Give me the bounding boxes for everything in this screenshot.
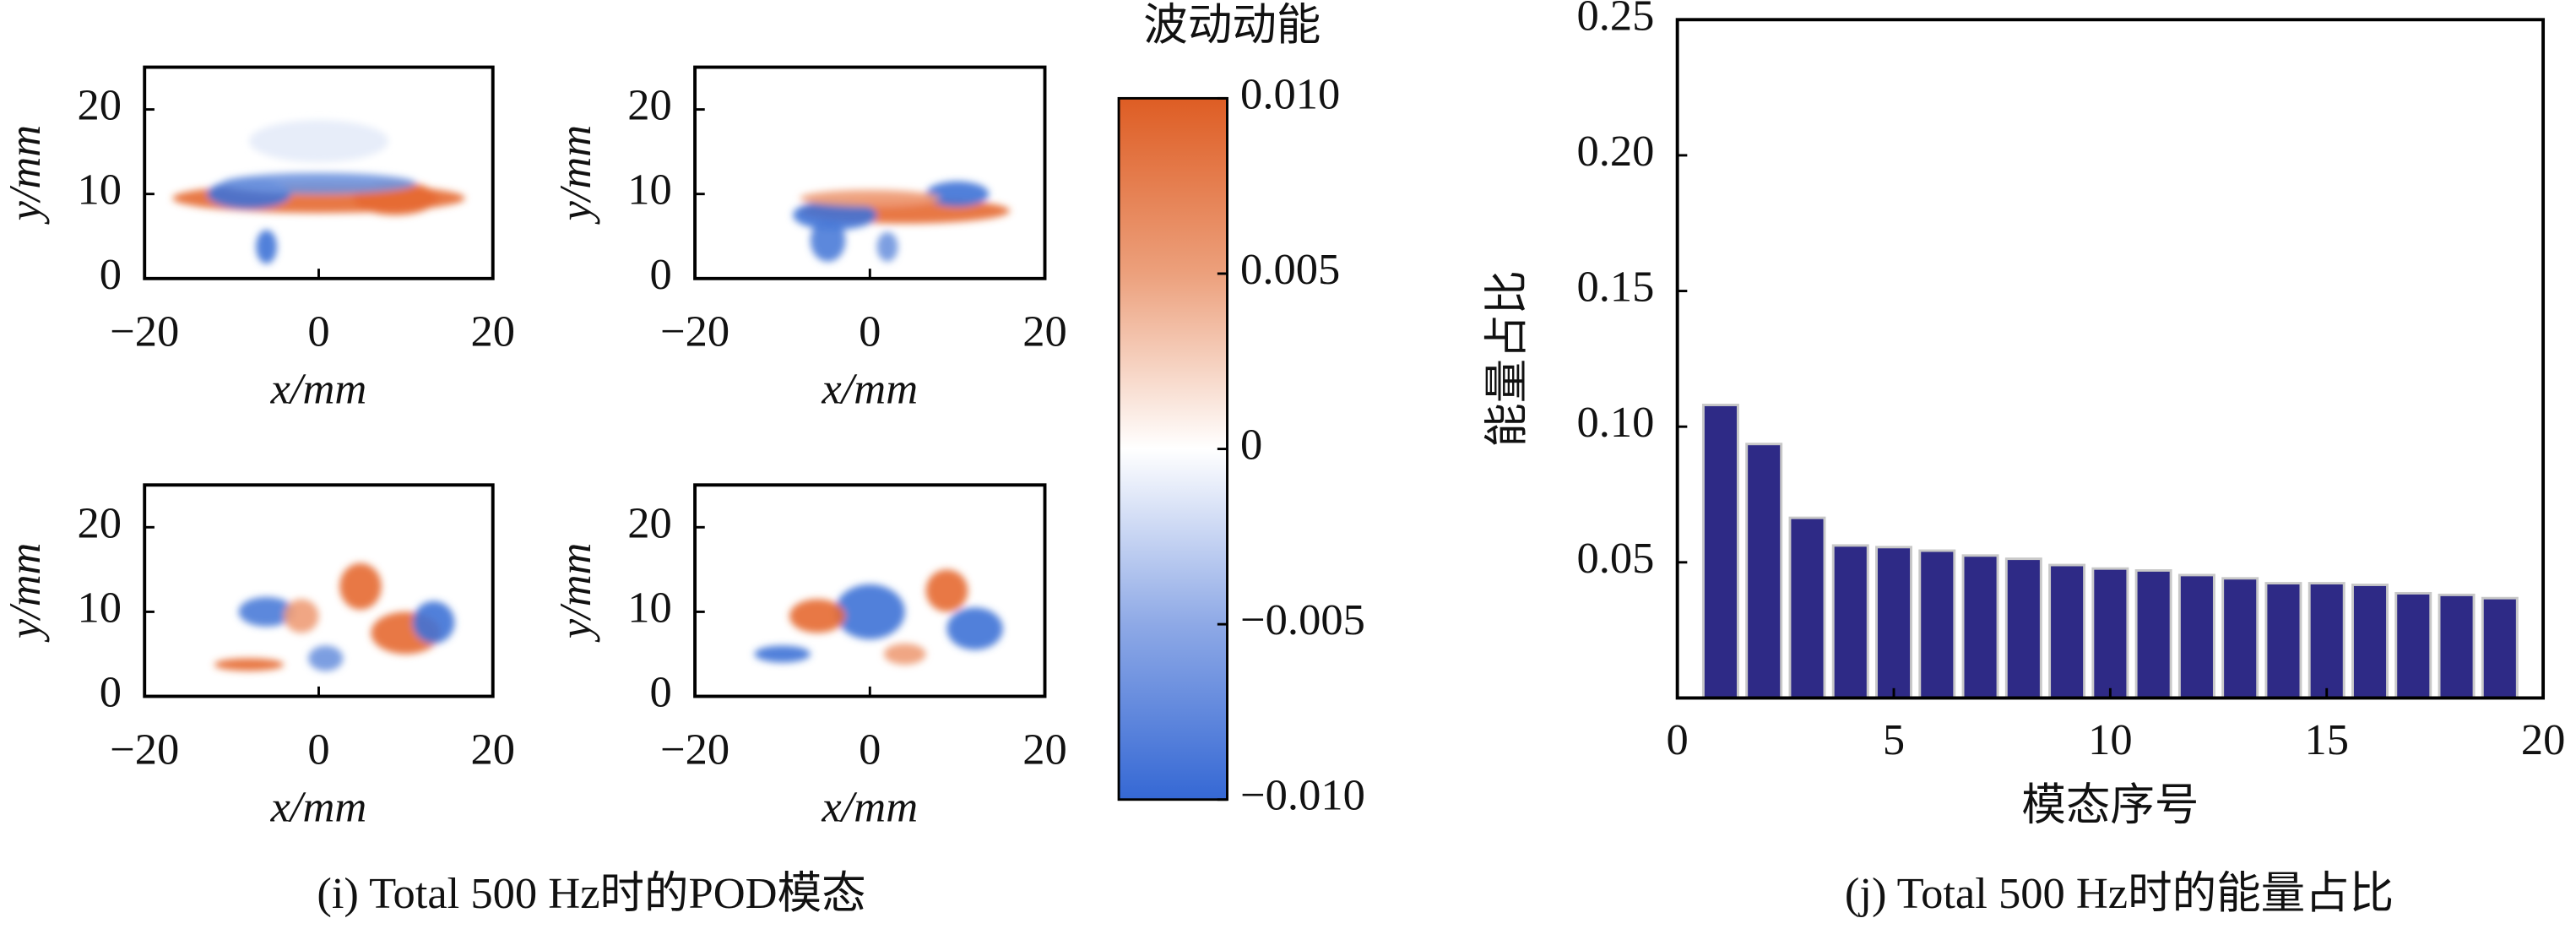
bar bbox=[2177, 573, 2215, 699]
bar bbox=[1745, 443, 1783, 699]
mode-field bbox=[793, 181, 1011, 262]
bar bbox=[1701, 404, 1739, 699]
bar bbox=[2308, 582, 2346, 699]
mode-blob bbox=[284, 599, 319, 633]
colorbar-tick-label: 0 bbox=[1240, 421, 1262, 470]
bar bbox=[2351, 584, 2389, 699]
mode-field bbox=[172, 120, 465, 264]
y-tick-label: 10 bbox=[77, 583, 122, 632]
mode-blob bbox=[800, 189, 941, 207]
mode-blob bbox=[883, 643, 926, 665]
x-tick-label: 0 bbox=[307, 725, 329, 774]
mode-blob bbox=[946, 607, 1003, 650]
y-tick-label: 10 bbox=[627, 166, 672, 215]
x-axis-label: x/mm bbox=[270, 782, 367, 831]
bar bbox=[2091, 567, 2129, 699]
y-tick-label: 0.05 bbox=[1577, 534, 1655, 583]
mode-blob bbox=[789, 599, 846, 633]
y-tick-label: 0.25 bbox=[1577, 0, 1655, 40]
y-axis-label: 能量占比 bbox=[1483, 270, 1532, 447]
bar bbox=[1831, 544, 1869, 699]
y-axis-label: y/mm bbox=[551, 543, 600, 643]
mode-blob bbox=[238, 596, 295, 627]
x-tick-label: 20 bbox=[470, 307, 515, 356]
colorbar-tick-label: 0.005 bbox=[1240, 245, 1340, 294]
x-axis-label: x/mm bbox=[270, 365, 367, 414]
bar bbox=[2134, 569, 2172, 699]
y-tick-label: 0 bbox=[100, 250, 122, 299]
x-tick-label: 10 bbox=[2088, 715, 2133, 764]
y-tick-label: 10 bbox=[627, 583, 672, 632]
mode-blob bbox=[793, 200, 877, 231]
y-tick-label: 20 bbox=[627, 498, 672, 547]
mode-blob bbox=[754, 645, 811, 663]
y-tick-label: 0.20 bbox=[1577, 127, 1655, 176]
x-tick-label: 0 bbox=[859, 307, 881, 356]
mode-blob bbox=[308, 645, 344, 671]
y-tick-label: 20 bbox=[77, 498, 122, 547]
caption: (j) Total 500 Hz时的能量占比 bbox=[1845, 869, 2394, 918]
y-tick-label: 20 bbox=[77, 81, 122, 130]
bar bbox=[1918, 549, 1956, 699]
bar bbox=[1875, 546, 1912, 699]
x-tick-label: 15 bbox=[2304, 715, 2349, 764]
y-tick-label: 0.10 bbox=[1577, 398, 1655, 447]
bar bbox=[2221, 577, 2259, 699]
x-tick-label: 20 bbox=[1022, 307, 1067, 356]
x-tick-label: 20 bbox=[470, 725, 515, 774]
mode-blob bbox=[876, 231, 898, 262]
mode-blob bbox=[925, 181, 990, 207]
y-axis-label: y/mm bbox=[1, 125, 50, 225]
bar bbox=[2438, 593, 2476, 699]
bar bbox=[2004, 557, 2042, 699]
x-axis-label: x/mm bbox=[821, 782, 918, 831]
x-tick-label: −20 bbox=[660, 307, 729, 356]
mode-blob bbox=[339, 562, 382, 610]
x-tick-label: −20 bbox=[110, 307, 179, 356]
x-axis-label: 模态序号 bbox=[2021, 780, 2199, 829]
colorbar-tick-label: 0.010 bbox=[1240, 69, 1340, 118]
mode-blob bbox=[214, 658, 285, 671]
bar bbox=[2394, 591, 2432, 699]
mode-blob bbox=[256, 230, 277, 264]
mode-field bbox=[754, 569, 1003, 665]
x-tick-label: 0 bbox=[307, 307, 329, 356]
x-tick-label: 0 bbox=[859, 725, 881, 774]
colorbar bbox=[1117, 96, 1228, 801]
x-tick-label: −20 bbox=[660, 725, 729, 774]
mode-blob bbox=[220, 172, 416, 194]
colorbar-title: 波动动能 bbox=[1143, 1, 1321, 50]
y-axis-label: y/mm bbox=[1, 543, 50, 643]
x-tick-label: 5 bbox=[1883, 715, 1905, 764]
bar bbox=[2048, 563, 2086, 699]
mode-blob bbox=[248, 120, 388, 163]
mode-field bbox=[214, 562, 455, 671]
caption: (i) Total 500 Hz时的POD模态 bbox=[317, 869, 865, 918]
panel-frame bbox=[693, 65, 1047, 280]
mode-blob bbox=[834, 584, 905, 639]
y-tick-label: 0.15 bbox=[1577, 263, 1655, 312]
mode-blob bbox=[412, 600, 455, 644]
colorbar-tick-label: −0.005 bbox=[1240, 595, 1365, 644]
bar bbox=[2264, 582, 2302, 699]
x-tick-label: 20 bbox=[2521, 715, 2566, 764]
y-tick-label: 20 bbox=[627, 81, 672, 130]
x-tick-label: −20 bbox=[110, 725, 179, 774]
bar bbox=[1788, 516, 1826, 699]
mode-blob bbox=[810, 219, 846, 262]
x-tick-label: 20 bbox=[1022, 725, 1067, 774]
y-axis-label: y/mm bbox=[551, 125, 600, 225]
mode-blob bbox=[925, 569, 968, 612]
x-axis-label: x/mm bbox=[821, 365, 918, 414]
y-tick-label: 0 bbox=[100, 668, 122, 717]
y-tick-label: 0 bbox=[650, 668, 672, 717]
y-tick-label: 10 bbox=[77, 166, 122, 215]
bar bbox=[1961, 554, 1999, 699]
x-tick-label: 0 bbox=[1667, 715, 1689, 764]
colorbar-tick-label: −0.010 bbox=[1240, 771, 1365, 820]
bar bbox=[2481, 596, 2519, 699]
y-tick-label: 0 bbox=[650, 250, 672, 299]
